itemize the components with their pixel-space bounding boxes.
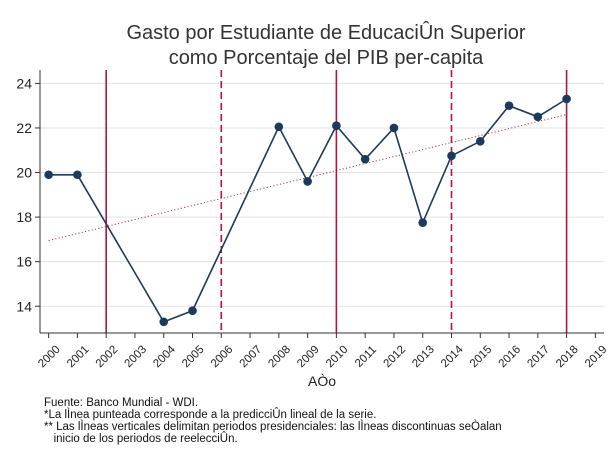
y-tick-label-14: 14 bbox=[16, 298, 32, 314]
y-tick-label-22: 22 bbox=[16, 120, 32, 136]
y-tick-label-16: 16 bbox=[16, 254, 32, 270]
data-point-2001 bbox=[73, 170, 82, 180]
data-point-2013 bbox=[418, 218, 428, 227]
x-tick-label-2018: 2018 bbox=[554, 344, 581, 371]
series-layer bbox=[44, 94, 571, 327]
vlines-note: ** Las lÌneas verticales delimitan perio… bbox=[44, 420, 502, 433]
data-point-2004 bbox=[159, 317, 169, 327]
y-tick-label-24: 24 bbox=[16, 75, 32, 91]
data-point-2009 bbox=[303, 177, 312, 186]
data-point-2010 bbox=[332, 121, 341, 131]
x-tick-label-2003: 2003 bbox=[123, 344, 150, 371]
x-tick-label-2012: 2012 bbox=[382, 344, 409, 371]
vlines-note-continued: inicio de los periodos de reelecciÛn. bbox=[44, 432, 238, 445]
data-point-2012 bbox=[389, 123, 399, 133]
x-tick-label-2011: 2011 bbox=[353, 344, 379, 370]
x-tick-label-2004: 2004 bbox=[151, 343, 178, 370]
y-tick-label-18: 18 bbox=[16, 209, 32, 225]
trend-line bbox=[48, 114, 567, 241]
data-point-2015 bbox=[475, 137, 485, 146]
data-point-2016 bbox=[504, 101, 514, 110]
data-point-2011 bbox=[360, 154, 370, 164]
data-point-2014 bbox=[447, 151, 456, 161]
x-tick-label-2010: 2010 bbox=[324, 344, 351, 371]
x-tick-label-2015: 2015 bbox=[468, 344, 495, 371]
x-tick-label-2014: 2014 bbox=[439, 343, 466, 370]
y-tick-label-20: 20 bbox=[16, 165, 32, 181]
x-tick-label-2013: 2013 bbox=[410, 344, 437, 371]
x-tick-label-2017: 2017 bbox=[525, 344, 552, 371]
data-point-2008 bbox=[274, 122, 284, 132]
x-tick-label-2008: 2008 bbox=[266, 344, 293, 371]
x-tick-label-2000: 2000 bbox=[36, 344, 63, 371]
grid-lines bbox=[40, 82, 604, 307]
data-point-2017 bbox=[533, 112, 543, 122]
presidential-period-lines bbox=[105, 70, 568, 333]
x-axis-title: AÒo bbox=[308, 373, 336, 389]
chart-title-line-1: Gasto por Estudiante de EducaciÛn Superi… bbox=[126, 21, 525, 44]
x-tick-label-2009: 2009 bbox=[295, 344, 322, 371]
source-note: Fuente: Banco Mundial - WDI. bbox=[44, 397, 198, 409]
x-tick-label-2002: 2002 bbox=[94, 344, 121, 371]
x-tick-label-2005: 2005 bbox=[180, 344, 207, 371]
chart-title-line-2: como Porcentaje del PIB per-capita bbox=[169, 47, 484, 69]
x-tick-label-2006: 2006 bbox=[209, 344, 236, 371]
trend-note: *La lÌnea punteada corresponde a la pred… bbox=[44, 408, 376, 421]
x-tick-label-2016: 2016 bbox=[497, 344, 524, 371]
data-point-2005 bbox=[188, 306, 197, 316]
data-point-2000 bbox=[44, 170, 53, 180]
trend-layer bbox=[48, 114, 567, 241]
x-tick-label-2019: 2019 bbox=[583, 344, 610, 371]
x-tick-label-2001: 2001 bbox=[65, 344, 92, 371]
series-line-0 bbox=[48, 98, 568, 323]
x-tick-label-2007: 2007 bbox=[238, 344, 265, 371]
data-point-2018 bbox=[562, 94, 571, 104]
